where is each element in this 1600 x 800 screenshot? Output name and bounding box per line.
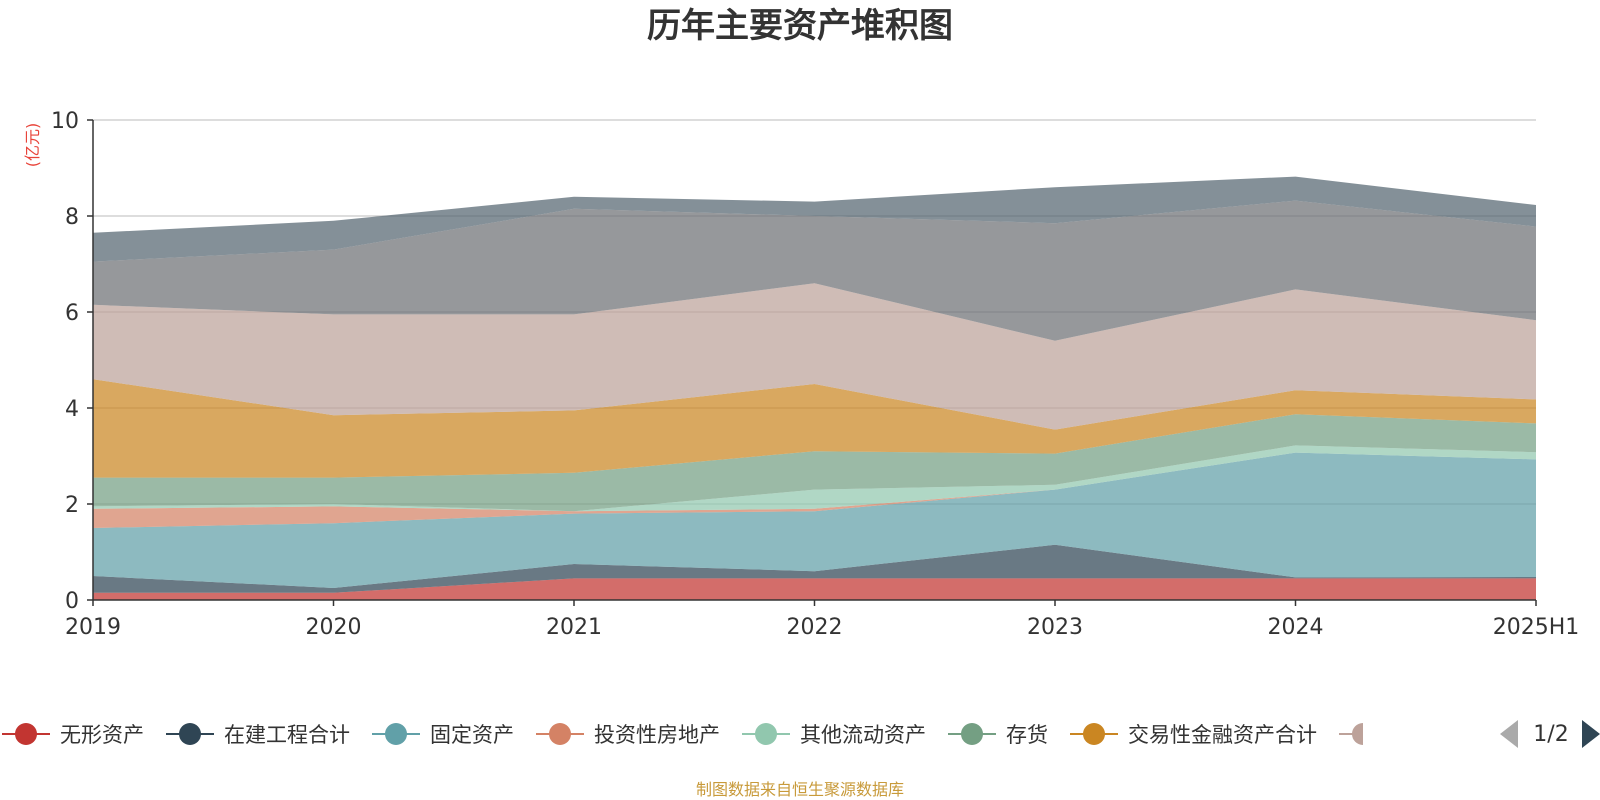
area-series-4 xyxy=(93,452,1536,528)
chart-title: 历年主要资产堆积图 xyxy=(647,6,953,46)
area-series xyxy=(93,176,1536,600)
y-tick-label: 2 xyxy=(65,493,79,518)
legend-label: 无形资产 xyxy=(60,723,144,747)
x-tick-label: 2020 xyxy=(306,615,362,640)
legend-marker-icon xyxy=(15,723,37,745)
area-series-8 xyxy=(93,283,1536,430)
area-series-3 xyxy=(93,452,1536,588)
legend-clip-mask xyxy=(1363,720,1600,748)
legend-item[interactable]: 交易性金融资产合计 xyxy=(1070,723,1317,747)
legend-label: 其他流动资产 xyxy=(800,723,926,747)
x-tick-label: 2019 xyxy=(65,615,121,640)
axes xyxy=(87,119,1537,606)
legend-label: 在建工程合计 xyxy=(224,723,350,747)
area-series-9 xyxy=(93,200,1536,341)
legend-item[interactable]: 其他流动资产 xyxy=(742,723,926,747)
y-tick-label: 10 xyxy=(51,109,79,134)
source-note: 制图数据来自恒生聚源数据库 xyxy=(696,780,904,799)
x-tick-label: 2023 xyxy=(1027,615,1083,640)
legend-next-icon[interactable] xyxy=(1582,720,1600,748)
legend-item[interactable]: 投资性房地产 xyxy=(536,723,720,747)
y-tick-label: 4 xyxy=(65,397,79,422)
legend-prev-icon[interactable] xyxy=(1500,720,1518,748)
legend-marker-icon xyxy=(755,723,777,745)
legend-marker-icon xyxy=(1083,723,1105,745)
legend-label: 投资性房地产 xyxy=(594,723,720,747)
legend-label: 存货 xyxy=(1006,723,1048,747)
legend: 无形资产 在建工程合计 固定资产 投资性房地产 其他流动资产 存货 交易性金融资产合计 xyxy=(2,720,1600,748)
area-series-1 xyxy=(93,578,1536,600)
x-tick-label: 2022 xyxy=(787,615,843,640)
legend-item[interactable]: 存货 xyxy=(948,723,1048,747)
area-series-7 xyxy=(93,379,1536,478)
y-tick-label: 6 xyxy=(65,301,79,326)
legend-marker-icon xyxy=(549,723,571,745)
legend-pager: 1/2 xyxy=(1500,720,1600,748)
legend-label: 固定资产 xyxy=(430,723,514,747)
legend-marker-icon xyxy=(179,723,201,745)
legend-item[interactable]: 固定资产 xyxy=(372,723,514,747)
x-tick-label: 2021 xyxy=(546,615,602,640)
legend-item[interactable]: 在建工程合计 xyxy=(166,723,350,747)
legend-label: 交易性金融资产合计 xyxy=(1128,723,1317,747)
legend-marker-icon xyxy=(385,723,407,745)
area-series-10 xyxy=(93,176,1536,262)
tick-labels: 0 2 4 6 8 10 2019 2020 2021 2022 2023 2024 2025H1 xyxy=(51,109,1579,640)
x-tick-label: 2024 xyxy=(1268,615,1324,640)
legend-marker-icon xyxy=(961,723,983,745)
y-tick-label: 8 xyxy=(65,205,79,230)
x-tick-label: 2025H1 xyxy=(1493,615,1580,640)
y-axis-unit: (亿元) xyxy=(23,123,42,168)
legend-page-indicator: 1/2 xyxy=(1533,722,1568,747)
y-tick-label: 0 xyxy=(65,589,79,614)
area-series-5 xyxy=(93,445,1536,512)
area-series-6 xyxy=(93,414,1536,512)
legend-item[interactable]: 无形资产 xyxy=(2,723,144,747)
area-series-2 xyxy=(93,544,1536,593)
